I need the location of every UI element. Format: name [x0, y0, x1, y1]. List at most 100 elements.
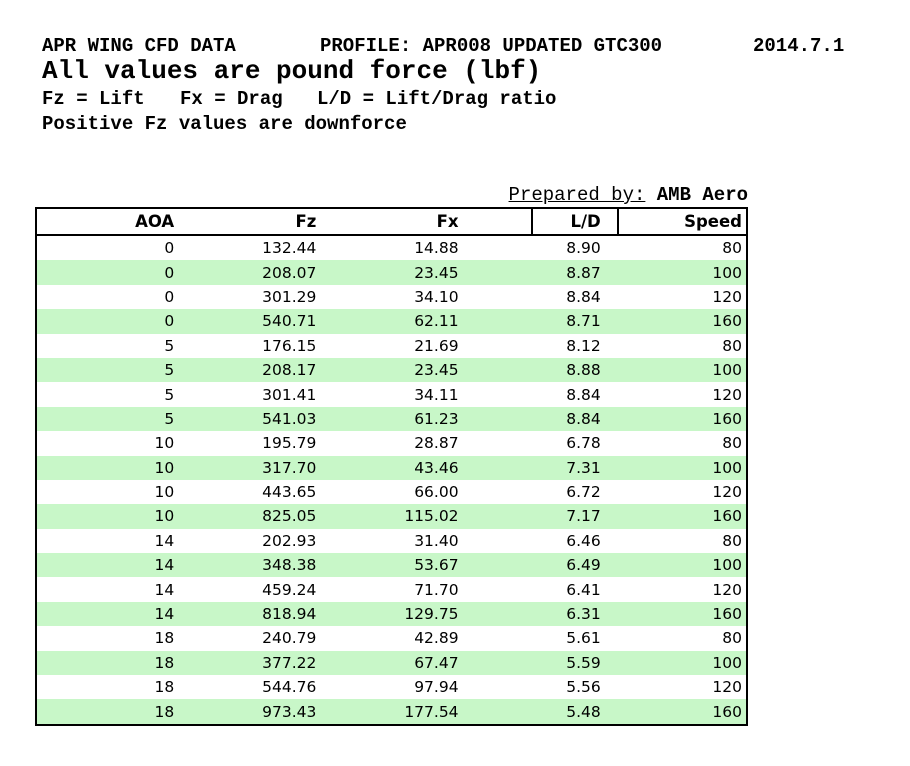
table-row: 0 208.07 23.45 8.87 100 — [36, 260, 747, 285]
table-row: 10 825.05 115.02 7.17 160 — [36, 504, 747, 529]
table-row: 14 818.94 129.75 6.31 160 — [36, 601, 747, 627]
table-cell: 160 — [712, 702, 742, 721]
table-cell: 100 — [712, 263, 742, 282]
table-cell: 160 — [712, 312, 742, 331]
table-row: 5 301.41 34.11 8.84 120 — [36, 382, 747, 406]
table-cell: 202.93 — [262, 531, 317, 550]
table-cell: 100 — [712, 361, 742, 380]
table-row: 0 132.44 14.88 8.90 80 — [36, 235, 747, 260]
table-row: 0 540.71 62.11 8.71 160 — [36, 309, 747, 334]
table-cell: 80 — [722, 629, 742, 648]
table-cell: 973.43 — [262, 702, 317, 721]
table-cell: 120 — [712, 287, 742, 306]
table-cell: 100 — [712, 556, 742, 575]
spacer — [645, 184, 656, 206]
table-row: 10 443.65 66.00 6.72 120 — [36, 480, 747, 504]
table-cell: 195.79 — [262, 434, 317, 453]
table-cell: 18 — [154, 629, 175, 648]
table-cell: 10 — [154, 458, 175, 477]
table-cell: 8.87 — [566, 263, 601, 282]
table-cell: 5 — [164, 361, 175, 380]
table-cell: 0 — [164, 263, 175, 282]
table-cell: 66.00 — [414, 483, 459, 502]
table-cell: 129.75 — [404, 605, 459, 624]
table-cell: 5 — [164, 409, 175, 428]
header-cell-border-ld — [531, 209, 533, 234]
prepared-by-label: Prepared by: — [508, 184, 646, 206]
table-cell: 61.23 — [414, 409, 459, 428]
table-cell: 120 — [712, 483, 742, 502]
table-cell: 120 — [712, 678, 742, 697]
table-cell: 377.22 — [262, 653, 317, 672]
table-cell: 208.07 — [262, 263, 317, 282]
prepared-by-line: Prepared by: AMB Aero — [35, 184, 748, 206]
table-cell: 14 — [154, 531, 175, 550]
table-row: 5 208.17 23.45 8.88 100 — [36, 357, 747, 383]
table-header: AOA Fz Fx L/D Speed — [36, 208, 747, 236]
table-cell: 160 — [712, 507, 742, 526]
table-body: 0 132.44 14.88 8.90 80 0 208.07 23.45 8.87 100 0 30… — [36, 235, 747, 725]
table-cell: 14 — [154, 605, 175, 624]
table-row: 14 348.38 53.67 6.49 100 — [36, 553, 747, 578]
table-cell: 10 — [154, 507, 175, 526]
table-cell: 176.15 — [262, 336, 317, 355]
column-header-aoa: AOA — [36, 208, 179, 236]
table-row: 10 317.70 43.46 7.31 100 — [36, 455, 747, 480]
table-cell: 5 — [164, 336, 175, 355]
table-cell: 23.45 — [414, 263, 459, 282]
table-cell: 23.45 — [414, 361, 459, 380]
table-cell: 8.84 — [566, 287, 601, 306]
table-cell: 544.76 — [262, 678, 317, 697]
table-cell: 443.65 — [262, 483, 317, 502]
header-cell-border-speed — [617, 209, 619, 234]
table-cell: 5.61 — [566, 629, 601, 648]
table-cell: 5.56 — [566, 678, 601, 697]
table-cell: 208.17 — [262, 361, 317, 380]
table-cell: 818.94 — [262, 605, 317, 624]
table-cell: 6.78 — [566, 434, 601, 453]
report-date: 2014.7.1 — [753, 35, 845, 57]
table-cell: 62.11 — [414, 312, 459, 331]
table-cell: 14 — [154, 556, 175, 575]
table-cell: 42.89 — [414, 629, 459, 648]
table-row: 18 973.43 177.54 5.48 160 — [36, 699, 747, 725]
table-cell: 6.72 — [566, 483, 601, 502]
column-header-ld: L/D — [462, 208, 605, 236]
table-cell: 8.71 — [566, 312, 601, 331]
table-row: 5 541.03 61.23 8.84 160 — [36, 406, 747, 432]
table-row: 0 301.29 34.10 8.84 120 — [36, 285, 747, 309]
table-cell: 459.24 — [262, 580, 317, 599]
table-cell: 10 — [154, 434, 175, 453]
table-cell: 8.84 — [566, 385, 601, 404]
legend-fz: Fz = Lift — [42, 88, 145, 110]
table-cell: 6.46 — [566, 531, 601, 550]
table-cell: 8.88 — [566, 361, 601, 380]
table-header-row: AOA Fz Fx L/D Speed — [36, 208, 747, 236]
table-cell: 34.10 — [414, 287, 459, 306]
table-cell: 18 — [154, 702, 175, 721]
table-cell: 100 — [712, 458, 742, 477]
table-row: 18 544.76 97.94 5.56 120 — [36, 675, 747, 699]
table-cell: 317.70 — [262, 458, 317, 477]
table-row: 10 195.79 28.87 6.78 80 — [36, 431, 747, 455]
table-cell: 6.31 — [566, 605, 601, 624]
table-cell: 67.47 — [414, 653, 459, 672]
table-cell: 8.12 — [566, 336, 601, 355]
table-cell: 540.71 — [262, 312, 317, 331]
table-cell: 0 — [164, 239, 175, 258]
cfd-table-container: AOA Fz Fx L/D Speed 0 132.44 14.88 8.90 80 0 2… — [35, 207, 748, 726]
table-cell: 7.17 — [566, 507, 601, 526]
column-header-fx: Fx — [320, 208, 463, 236]
table-cell: 6.41 — [566, 580, 601, 599]
table-cell: 80 — [722, 531, 742, 550]
table-cell: 71.70 — [414, 580, 459, 599]
table-cell: 0 — [164, 287, 175, 306]
table-cell: 14 — [154, 580, 175, 599]
prepared-by-value: AMB Aero — [656, 184, 748, 206]
table-row: 14 202.93 31.40 6.46 80 — [36, 529, 747, 553]
report-profile: PROFILE: APR008 UPDATED GTC300 — [320, 35, 663, 57]
table-cell: 115.02 — [404, 507, 459, 526]
cfd-table: AOA Fz Fx L/D Speed 0 132.44 14.88 8.90 80 0 2… — [35, 207, 748, 726]
report-note: Positive Fz values are downforce — [42, 113, 407, 135]
